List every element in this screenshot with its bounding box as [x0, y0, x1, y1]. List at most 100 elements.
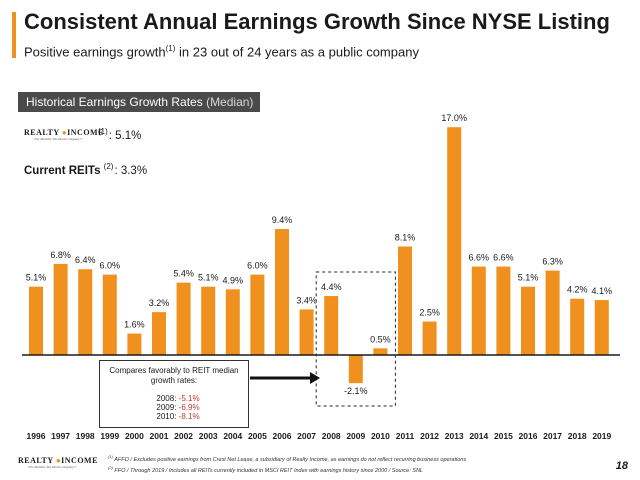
value-label-2012: 2.5% [419, 308, 440, 318]
bar-2016 [521, 286, 535, 355]
footnotes: (1) AFFO / Excludes positive earnings fr… [108, 453, 466, 475]
subtitle-text: Positive earnings growth [24, 44, 166, 60]
tick-label-1998: 1998 [76, 431, 95, 441]
tick-label-2006: 2006 [273, 431, 292, 441]
tick-label-2001: 2001 [150, 431, 169, 441]
tick-label-2002: 2002 [174, 431, 193, 441]
bar-2006 [275, 229, 289, 355]
page-number: 18 [615, 460, 628, 472]
bar-1996 [29, 286, 43, 355]
bar-1997 [53, 263, 68, 355]
bar-1999 [102, 274, 117, 355]
bar-2008 [324, 296, 339, 355]
value-label-2003: 5.1% [198, 273, 219, 283]
realty-income-logo: REALTY ●INCOME The Monthly Dividend Comp… [24, 128, 104, 141]
tick-label-1997: 1997 [51, 431, 70, 441]
reits-footnote-ref: (2) [103, 162, 114, 171]
bar-2012 [422, 321, 437, 355]
logo-wordmark: REALTY ●INCOME [24, 128, 104, 137]
value-label-2016: 5.1% [518, 273, 539, 283]
tick-label-2007: 2007 [297, 431, 316, 441]
footer-logo-wordmark: REALTY ●INCOME [18, 456, 98, 465]
highlight-box-2008-2010 [315, 271, 396, 407]
tick-label-2011: 2011 [396, 431, 415, 441]
callout-rows: 2008: -5.1% 2009: -6.9% 2010: -8.1% [100, 394, 248, 421]
tick-label-2014: 2014 [469, 431, 488, 441]
tick-label-2013: 2013 [445, 431, 464, 441]
tick-label-1996: 1996 [27, 431, 46, 441]
tick-label-2005: 2005 [248, 431, 267, 441]
value-label-2002: 5.4% [173, 269, 194, 279]
value-label-2004: 4.9% [223, 275, 244, 285]
bar-2001 [152, 312, 166, 355]
subtitle-footnote-ref: (1) [165, 44, 176, 53]
tick-label-2003: 2003 [199, 431, 218, 441]
bar-2013 [447, 127, 462, 355]
callout-row-2010: 2010: -8.1% [156, 412, 200, 421]
realty-footnote-ref: (1) [98, 127, 108, 136]
bar-2011 [398, 246, 412, 355]
value-labels-layer: 5.1%6.8%6.4%6.0%1.6%3.2%5.4% 5.1% 4.9%6.0%… [26, 113, 612, 396]
bar-2003 [201, 286, 216, 355]
value-label-2010: 0.5% [370, 334, 391, 344]
value-label-1999: 6.0% [100, 261, 121, 271]
tick-label-1999: 1999 [100, 431, 119, 441]
tick-label-2012: 2012 [420, 431, 439, 441]
current-reits-value: 3.3% [120, 164, 148, 177]
value-label-2008: 4.4% [321, 282, 342, 292]
value-label-1996: 5.1% [26, 273, 47, 283]
callout-heading: Compares favorably to REIT median growth… [109, 366, 239, 385]
bar-1998 [78, 269, 93, 355]
callout-row-2008: 2008: -5.1% [156, 394, 200, 403]
tick-label-2010: 2010 [371, 431, 390, 441]
bar-2014 [471, 266, 486, 355]
value-label-2011: 8.1% [395, 232, 416, 242]
tick-label-2008: 2008 [322, 431, 341, 441]
footer-logo: REALTY ●INCOME The Monthly Dividend Comp… [18, 456, 98, 469]
x-tick-labels-layer: 1996 1997 1998 1999 2000 2001 2002 2003 2004 2005… [27, 431, 612, 441]
bar-2009 [348, 355, 363, 384]
bar-2004 [225, 289, 240, 355]
value-label-2005: 6.0% [247, 261, 268, 271]
current-reits-label: Current REITs [24, 164, 101, 177]
value-label-1998: 6.4% [75, 255, 96, 265]
value-label-1997: 6.8% [50, 250, 71, 260]
bar-2019 [594, 300, 609, 355]
callout-arrow-head [310, 372, 320, 384]
callout-box: Compares favorably to REIT median growth… [99, 360, 249, 428]
bar-2017 [545, 270, 560, 355]
bar-2010 [373, 348, 388, 355]
bar-2015 [496, 266, 511, 355]
bars-layer [29, 127, 609, 384]
value-label-2006: 9.4% [272, 215, 293, 225]
tick-label-2009: 2009 [346, 431, 365, 441]
bar-2018 [570, 298, 585, 355]
value-label-2013: 17.0% [441, 113, 467, 123]
section-header: Historical Earnings Growth Rates (Median… [18, 92, 260, 112]
page-subtitle: Positive earnings growth(1) in 23 out of… [24, 44, 419, 59]
callout-row-2009: 2009: -6.9% [156, 403, 200, 412]
bar-2005 [250, 274, 265, 355]
realty-income-value: 5.1% [115, 129, 142, 142]
tick-label-2000: 2000 [125, 431, 144, 441]
title-accent-bar [12, 12, 16, 58]
value-label-2000: 1.6% [124, 320, 145, 330]
value-label-2018: 4.2% [567, 285, 588, 295]
value-label-2007: 3.4% [296, 295, 317, 305]
bar-2002 [176, 282, 191, 355]
value-label-2001: 3.2% [149, 298, 170, 308]
footnote-2: (2) FFO / Through 2019 / Includes all RE… [108, 464, 423, 474]
tick-label-2019: 2019 [592, 431, 611, 441]
tick-label-2017: 2017 [543, 431, 562, 441]
logo-tagline: The Monthly Dividend Company® [34, 137, 83, 141]
page-title: Consistent Annual Earnings Growth Since … [24, 9, 610, 34]
bar-2007 [299, 309, 314, 355]
value-label-2009: -2.1% [344, 386, 368, 396]
bar-2000 [127, 333, 142, 355]
tick-label-2016: 2016 [519, 431, 538, 441]
value-label-2017: 6.3% [542, 257, 563, 267]
value-label-2015: 6.6% [493, 253, 514, 263]
current-reits-stat: Current REITs (2): 3.3% [24, 162, 148, 177]
tick-label-2004: 2004 [223, 431, 242, 441]
